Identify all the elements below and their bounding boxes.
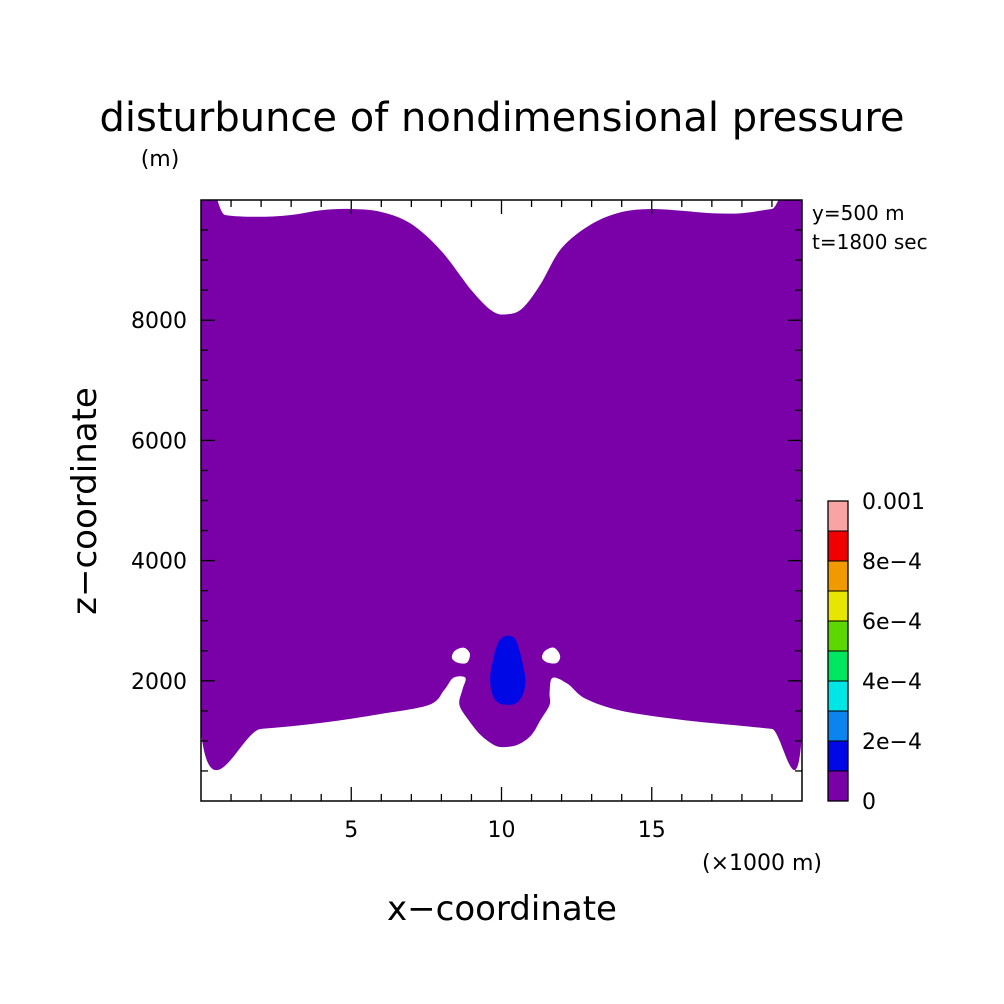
x-tick-label: 5 bbox=[344, 818, 358, 843]
contour-regions bbox=[201, 200, 802, 771]
x-tick-label: 10 bbox=[488, 818, 516, 843]
contour-region-3 bbox=[542, 647, 561, 664]
x-ticks: 5 10 15 bbox=[230, 200, 773, 843]
units-label: (m) bbox=[141, 147, 180, 172]
y-tick-label: 2000 bbox=[131, 670, 187, 695]
time-annotation: t=1800 sec bbox=[812, 230, 928, 254]
contour-region-2 bbox=[451, 647, 470, 664]
colorbar-frame bbox=[827, 500, 849, 802]
colorbar-label: 0.001 bbox=[862, 490, 925, 515]
colorbar-swatch bbox=[827, 590, 849, 622]
colorbar-swatch bbox=[827, 680, 849, 712]
colorbar-label: 4e−4 bbox=[862, 670, 922, 695]
y-tick-label: 6000 bbox=[131, 429, 187, 454]
x-unit-note: (×1000 m) bbox=[702, 851, 822, 876]
colorbar-swatch bbox=[827, 650, 849, 682]
colorbar-swatch bbox=[827, 770, 849, 802]
x-tick-label: 15 bbox=[638, 818, 666, 843]
colorbar-label: 6e−4 bbox=[862, 610, 922, 635]
colorbar-swatch bbox=[827, 530, 849, 562]
colorbar-label: 0 bbox=[862, 790, 876, 815]
contour-region-1 bbox=[490, 635, 526, 705]
colorbar bbox=[827, 500, 849, 802]
x-axis-label: x−coordinate bbox=[387, 889, 617, 929]
colorbar-labels: 0 2e−4 4e−4 6e−4 8e−4 0.001 bbox=[862, 490, 925, 815]
y-axis-label: z−coordinate bbox=[65, 387, 105, 615]
contour-region-0 bbox=[201, 200, 802, 771]
colorbar-label: 2e−4 bbox=[862, 730, 922, 755]
colorbar-swatch bbox=[827, 620, 849, 652]
y-tick-label: 4000 bbox=[131, 550, 187, 575]
y-tick-label: 8000 bbox=[131, 309, 187, 334]
colorbar-swatch bbox=[827, 710, 849, 742]
colorbar-swatch bbox=[827, 740, 849, 772]
colorbar-swatch bbox=[827, 560, 849, 592]
chart-title: disturbunce of nondimensional pressure bbox=[100, 95, 905, 141]
colorbar-swatch bbox=[827, 500, 849, 532]
colorbar-label: 8e−4 bbox=[862, 550, 922, 575]
y-ticks: 2000 4000 6000 8000 bbox=[131, 229, 802, 772]
y-position-annotation: y=500 m bbox=[812, 201, 905, 225]
